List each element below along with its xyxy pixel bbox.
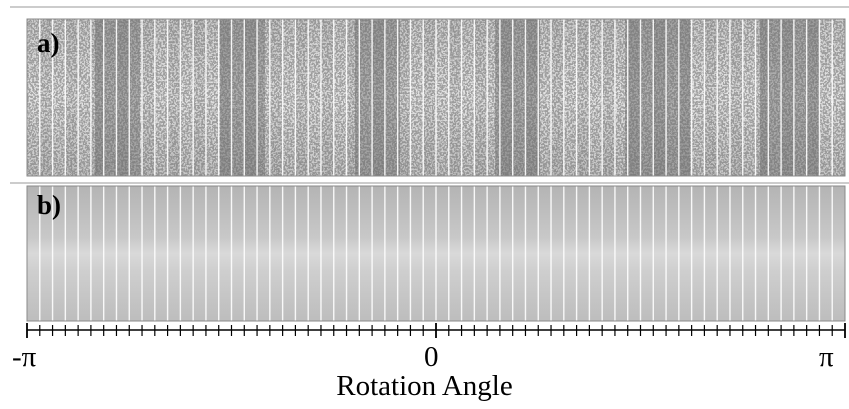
axis-title: Rotation Angle [336,370,513,402]
rotation-axis [26,323,846,338]
panel-a-label: a) [37,28,60,58]
tick-label-neg-pi: -π [12,341,37,373]
panel-b-label: b) [37,190,62,220]
axis-ticks [26,323,846,338]
panel-a-frame [26,18,846,177]
panel-a [26,18,846,177]
panel-b-frame [26,185,846,322]
panel-a-strip-dividers [39,19,833,176]
tick-label-zero: 0 [424,341,439,373]
panel-b-strip-dividers [39,186,833,321]
panel-b [26,185,846,322]
tick-label-pi: π [819,341,834,373]
